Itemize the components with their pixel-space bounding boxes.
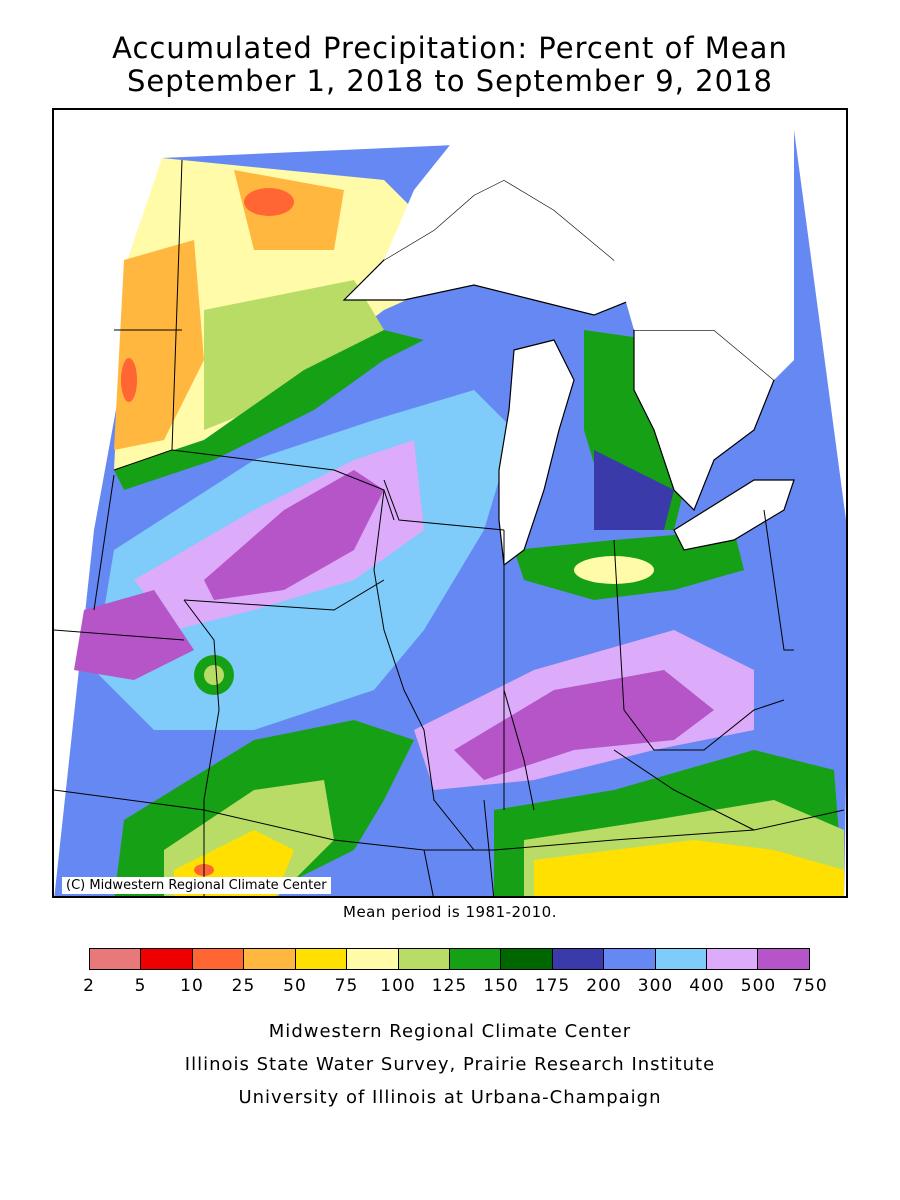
mean-period-note: Mean period is 1981-2010. xyxy=(343,903,557,921)
legend-swatch xyxy=(449,949,502,969)
state-boundaries xyxy=(54,159,845,896)
legend-swatch xyxy=(604,949,656,969)
copyright-label: (C) Midwestern Regional Climate Center xyxy=(62,877,331,894)
precipitation-map: (C) Midwestern Regional Climate Center xyxy=(52,108,848,898)
nw-green-zone xyxy=(204,280,384,430)
legend-label: 200 xyxy=(586,976,622,996)
legend-swatch xyxy=(552,949,605,969)
map-title-line2: September 1, 2018 to September 9, 2018 xyxy=(127,64,773,98)
iowa-purple-core xyxy=(204,470,384,600)
michigan-navy-zone xyxy=(594,450,674,530)
color-legend xyxy=(89,948,810,970)
legend-labels: 2 5 10 25 50 75 100 125 150 175 200 300 400 500 750 xyxy=(83,976,827,998)
legend-label: 10 xyxy=(180,976,204,996)
west-purple-zone xyxy=(74,590,194,680)
legend-label: 500 xyxy=(740,976,777,996)
ohio-valley-purple-core xyxy=(454,670,714,780)
legend-swatch xyxy=(244,949,296,969)
legend-label: 2 xyxy=(83,976,95,996)
credit-line-3: University of Illinois at Urbana-Champai… xyxy=(238,1087,662,1108)
legend-label: 125 xyxy=(431,976,468,996)
map-title-line1: Accumulated Precipitation: Percent of Me… xyxy=(112,31,788,65)
legend-label: 300 xyxy=(637,976,674,996)
se-yellow-zone xyxy=(534,840,844,896)
legend-label: 5 xyxy=(134,976,147,996)
legend-label: 75 xyxy=(334,976,359,996)
legend-label: 100 xyxy=(380,976,416,996)
legend-label: 25 xyxy=(231,976,256,996)
southern-lake-yellow-spot xyxy=(574,556,654,584)
lake-erie xyxy=(673,479,795,551)
credit-line-2: Illinois State Water Survey, Prairie Res… xyxy=(184,1054,716,1075)
legend-swatch xyxy=(758,949,809,969)
nw-darkgreen-band xyxy=(114,330,424,490)
legend-swatch xyxy=(90,949,142,969)
credit-line-1: Midwestern Regional Climate Center xyxy=(268,1021,632,1042)
lake-michigan xyxy=(498,339,575,567)
canada-land xyxy=(384,130,794,380)
legend-label: 175 xyxy=(534,976,571,996)
legend-label: 750 xyxy=(792,976,828,996)
nw-red-spot xyxy=(244,188,294,216)
legend-label: 150 xyxy=(483,976,519,996)
nw-orange-zone xyxy=(114,240,204,450)
legend-swatch xyxy=(655,949,708,969)
legend-swatch xyxy=(141,949,193,969)
legend-swatch xyxy=(501,949,553,969)
legend-swatch xyxy=(295,949,348,969)
legend-label: 400 xyxy=(689,976,725,996)
nw-red-spot-2 xyxy=(121,358,137,402)
legend-swatch xyxy=(192,949,245,969)
legend-swatch xyxy=(707,949,759,969)
legend-swatch xyxy=(398,949,450,969)
legend-label: 50 xyxy=(283,976,307,996)
legend-swatch xyxy=(347,949,399,969)
precipitation-map-canvas xyxy=(54,130,846,896)
illinois-lightgreen-spot xyxy=(204,665,224,685)
